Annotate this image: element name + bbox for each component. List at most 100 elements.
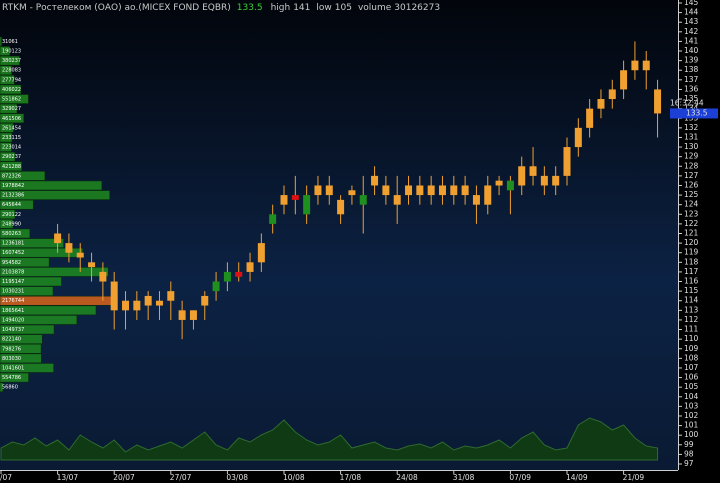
candle-body [88,262,96,268]
profile-bar [0,190,110,200]
y-tick-label: 99 [684,440,694,449]
x-tick-label: 21/09 [623,473,645,482]
candle-body [518,166,526,186]
profile-label: 872326 [2,173,21,179]
candle-body [574,127,582,148]
candle-body [291,195,299,200]
profile-bar [0,238,64,248]
price-marker-label: 133.5 [686,108,708,117]
profile-label: 421288 [2,164,21,170]
candle-body [337,199,345,215]
candle-body [642,60,650,71]
y-tick-label: 114 [684,296,699,305]
profile-bar [0,228,31,239]
profile-bar [0,305,97,316]
y-tick-label: 137 [684,75,699,84]
y-tick-label: 135 [684,94,699,103]
profile-label: 822140 [2,337,21,343]
x-tick-label: 24/08 [396,473,418,482]
candle-body [552,175,560,186]
candle-body [371,175,379,186]
profile-label: 228083 [2,68,21,74]
profile-label: 277794 [2,77,21,83]
profile-label: 190123 [2,49,21,55]
y-tick-label: 112 [684,315,699,324]
candle-body [235,271,243,277]
x-tick-label: 14/09 [566,473,588,482]
low-label: low [316,3,331,13]
time-label: 16:32:44 [670,98,704,107]
profile-bar [0,209,16,220]
profile-label: 329027 [2,106,21,112]
y-tick-label: 118 [684,257,699,266]
profile-label: 1494020 [2,317,24,323]
candle-body [450,185,458,196]
profile-label: 798276 [2,346,21,352]
y-tick-label: 121 [684,229,699,238]
profile-bar [0,334,43,344]
profile-bar [0,75,15,85]
profile-label: 1041601 [2,365,24,371]
candle-body [325,185,333,196]
plot-background [0,0,678,470]
candle-body [405,185,413,196]
y-tick-label: 108 [684,353,699,362]
profile-bar [0,151,16,162]
x-tick-label: 27/07 [170,473,192,482]
profile-bar [0,257,50,268]
y-tick-label: 132 [684,123,699,132]
candle-body [178,310,186,320]
y-tick-label: 115 [684,286,699,295]
candle-body [438,185,446,196]
candle-layer [54,41,662,340]
profile-bar [0,199,34,210]
x-tick-label: 31/08 [453,473,475,482]
candle-body [212,281,220,292]
profile-label: 290122 [2,212,21,218]
profile-label: 1607452 [2,250,24,256]
candle-body [495,180,503,186]
y-tick-label: 110 [684,334,699,343]
profile-bar [0,324,55,335]
candle-body [257,243,265,263]
high-label: high [271,3,291,13]
profile-bar [0,55,20,66]
candle-body [54,233,62,244]
y-tick-label: 111 [684,325,699,334]
profile-bar [0,171,46,181]
volume-layer [0,417,659,461]
profile-bar [0,94,29,104]
y-tick-label: 128 [684,161,699,170]
candle-body [586,108,594,128]
x-tick-label: 07/09 [509,473,531,482]
volume-area [0,417,659,461]
profile-label: 380237 [2,58,21,64]
candle-body [359,195,367,205]
profile-label: 2103878 [2,269,24,275]
y-tick-label: 102 [684,411,699,420]
y-tick-label: 104 [684,392,699,401]
x-tick-label: /07 [0,473,12,482]
y-tick-label: 123 [684,209,699,218]
x-tick-label: 10/08 [283,473,305,482]
axis-background [678,0,720,483]
y-tick-label: 107 [684,363,699,372]
candle-body [654,89,662,114]
candle-body [201,295,209,306]
y-tick-label: 141 [684,36,699,45]
profile-label: 554786 [2,375,21,381]
y-tick-label: 100 [684,430,699,439]
profile-label: 461506 [2,116,21,122]
profile-label: 290237 [2,154,21,160]
candle-body [427,185,435,196]
profile-bar [0,267,109,277]
profile-label: 2132386 [2,193,24,199]
candle-body [631,60,639,71]
profile-label: 1195147 [2,279,24,285]
candle-body [65,243,73,253]
profile-label: 1049737 [2,327,24,333]
high-value: 141 [293,3,310,13]
y-tick-label: 98 [684,449,694,458]
y-tick-label: 101 [684,421,699,430]
candle-body [99,271,107,282]
